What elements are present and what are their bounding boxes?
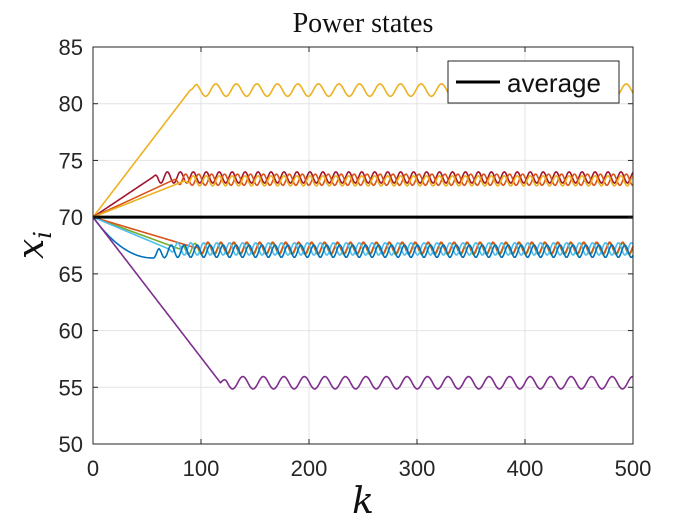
chart-title: Power states xyxy=(293,8,434,39)
series-line-agent-4 xyxy=(92,174,634,218)
x-tick-label: 500 xyxy=(615,456,652,481)
x-tick-label: 100 xyxy=(183,456,220,481)
y-tick-label: 65 xyxy=(59,262,83,287)
y-tick-label: 80 xyxy=(59,92,83,117)
series-lines xyxy=(92,83,634,390)
legend: average xyxy=(447,60,620,104)
x-tick-label: 300 xyxy=(399,456,436,481)
x-tick-label: 400 xyxy=(507,456,544,481)
axis-ticks: 0 100 200 300 400 500 50 55 60 65 70 75 80 85 xyxy=(59,35,652,481)
y-tick-label: 55 xyxy=(59,375,83,400)
series-line-agent-3 xyxy=(92,173,634,218)
y-axis-label-main: x xyxy=(11,239,52,259)
y-tick-label: 70 xyxy=(59,205,83,230)
legend-label-average: average xyxy=(507,68,601,98)
x-tick-label: 0 xyxy=(87,456,99,481)
y-tick-label: 50 xyxy=(59,432,83,457)
y-tick-label: 85 xyxy=(59,35,83,60)
series-line-agent-9 xyxy=(92,216,634,390)
plot-frame xyxy=(92,46,634,445)
svg-text:xi: xi xyxy=(11,231,57,259)
y-tick-label: 60 xyxy=(59,319,83,344)
series-line-agent-8 xyxy=(92,216,634,259)
x-tick-label: 200 xyxy=(291,456,328,481)
series-line-agent-2 xyxy=(92,170,634,218)
x-axis-label: k xyxy=(352,481,374,522)
y-axis-label-subscript: i xyxy=(29,231,57,239)
y-tick-label: 75 xyxy=(59,148,83,173)
y-axis-label: xi xyxy=(11,231,57,259)
